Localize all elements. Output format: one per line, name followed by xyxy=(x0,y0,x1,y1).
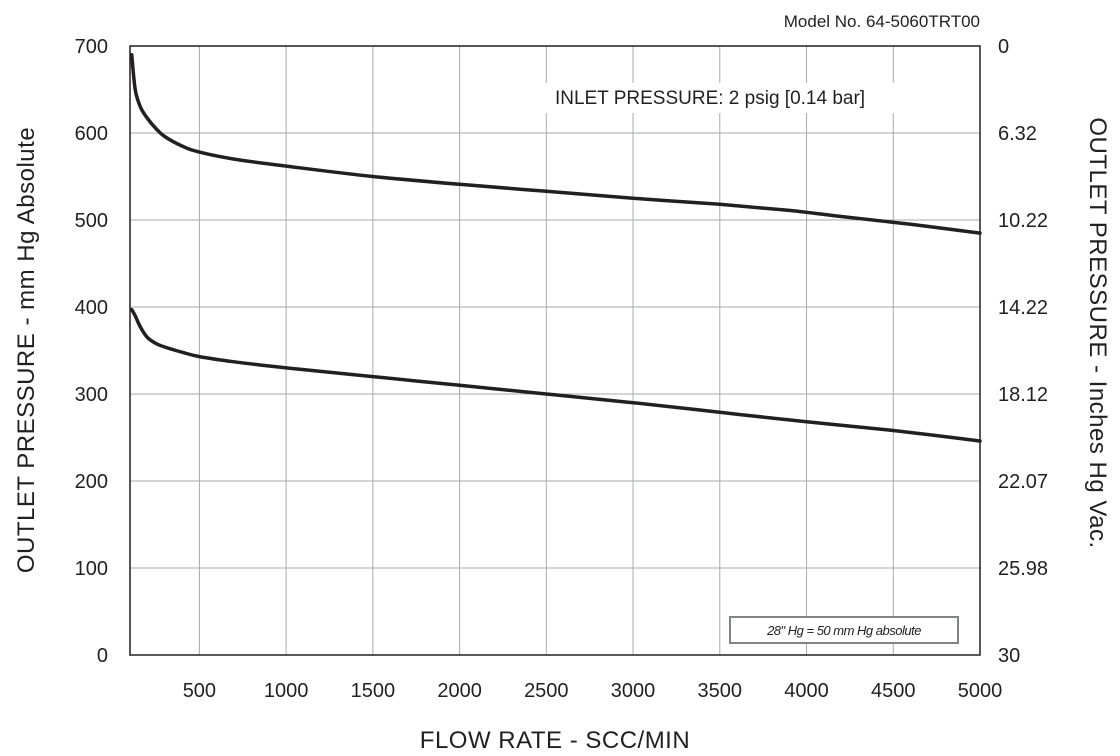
y-right-tick-label: 6.32 xyxy=(998,123,1037,145)
y-right-tick-label: 10.22 xyxy=(998,210,1048,232)
y-tick-label: 300 xyxy=(75,384,108,406)
x-tick-label: 5000 xyxy=(958,680,1003,702)
y-right-tick-labels: 30 25.98 22.07 18.12 14.22 10.22 6.32 0 xyxy=(998,36,1048,667)
x-axis-title: FLOW RATE - SCC/MIN xyxy=(420,727,690,754)
x-tick-label: 2500 xyxy=(524,680,569,702)
y-axis-title: OUTLET PRESSURE - mm Hg Absolute xyxy=(13,127,40,573)
conversion-note: 28" Hg = 50 mm Hg absolute xyxy=(766,623,921,638)
y-right-tick-label: 14.22 xyxy=(998,297,1048,319)
y-right-tick-label: 0 xyxy=(998,36,1009,58)
y-right-tick-label: 30 xyxy=(998,645,1020,667)
x-tick-label: 1500 xyxy=(351,680,396,702)
y-tick-label: 0 xyxy=(97,645,108,667)
y-tick-label: 600 xyxy=(75,123,108,145)
x-tick-label: 1000 xyxy=(264,680,309,702)
plot-frame xyxy=(129,45,981,656)
series-line-lower xyxy=(129,307,982,443)
x-tick-label: 500 xyxy=(183,680,216,702)
x-tick-label: 4000 xyxy=(784,680,829,702)
y-tick-label: 200 xyxy=(75,471,108,493)
y-right-tick-label: 25.98 xyxy=(998,558,1048,580)
model-label: Model No. 64-5060TRT00 xyxy=(784,12,980,31)
inlet-pressure-annotation: INLET PRESSURE: 2 psig [0.14 bar] xyxy=(555,88,865,109)
x-tick-labels: 500 1000 1500 2000 2500 3000 3500 4000 4500 5000 xyxy=(183,680,1003,702)
x-tick-label: 3000 xyxy=(611,680,656,702)
annotation-background xyxy=(505,83,917,113)
y-tick-label: 500 xyxy=(75,210,108,232)
series-line-upper xyxy=(129,52,982,235)
y-tick-labels: 0 100 200 300 400 500 600 700 xyxy=(75,36,108,667)
curves xyxy=(129,52,982,443)
y-right-tick-label: 18.12 xyxy=(998,384,1048,406)
grid xyxy=(130,46,980,655)
y-tick-label: 400 xyxy=(75,297,108,319)
y-tick-label: 700 xyxy=(75,36,108,58)
x-tick-label: 3500 xyxy=(698,680,743,702)
y-right-tick-label: 22.07 xyxy=(998,471,1048,493)
y-right-axis-title: OUTLET PRESSURE - Inches Hg Vac. xyxy=(1084,117,1111,548)
x-tick-label: 2000 xyxy=(437,680,482,702)
y-tick-label: 100 xyxy=(75,558,108,580)
x-tick-label: 4500 xyxy=(871,680,916,702)
note-box xyxy=(729,616,959,644)
